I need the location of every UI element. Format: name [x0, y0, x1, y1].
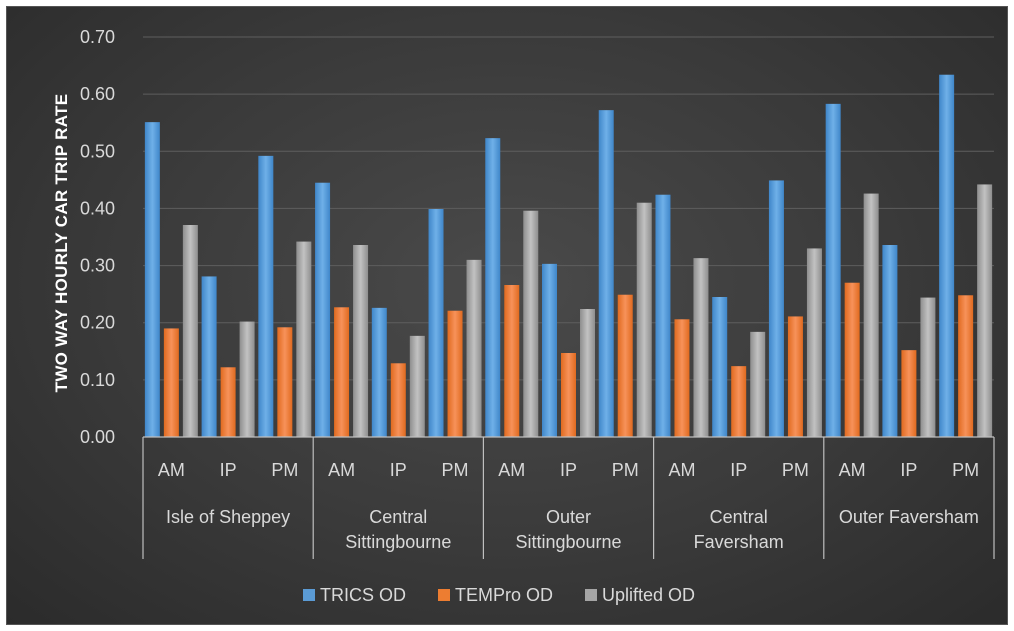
bar-uplifted-od	[750, 331, 766, 437]
legend-swatch	[585, 589, 597, 601]
x-category-label: AM	[158, 460, 185, 480]
y-tick-label: 0.00	[80, 427, 115, 447]
bar-trics-od	[712, 297, 728, 437]
y-tick-label: 0.30	[80, 256, 115, 276]
bar-tempro-od	[390, 363, 406, 437]
bar-trics-od	[655, 194, 671, 437]
x-group-label: Outer Faversham	[839, 507, 979, 527]
bar-trics-od	[315, 182, 331, 437]
bar-uplifted-od	[806, 248, 822, 437]
x-group-label: Central	[710, 507, 768, 527]
legend-swatch	[303, 589, 315, 601]
bar-tempro-od	[731, 366, 747, 437]
bar-trics-od	[882, 245, 898, 437]
bar-tempro-od	[334, 307, 350, 437]
bar-uplifted-od	[239, 321, 255, 437]
bar-trics-od	[825, 103, 841, 437]
x-category-label: IP	[900, 460, 917, 480]
bar-trics-od	[144, 122, 160, 438]
bar-tempro-od	[277, 327, 293, 437]
bar-uplifted-od	[863, 193, 879, 437]
bar-chart: 0.00 0.10 0.20 0.30 0.40 0.50 0.60 0.70 AM IP PM I…	[52, 27, 995, 605]
y-axis-title: TWO WAY HOURLY CAR TRIP RATE	[52, 94, 71, 393]
x-category-label: PM	[782, 460, 809, 480]
bar-uplifted-od	[977, 184, 993, 437]
bar-uplifted-od	[580, 309, 595, 437]
chart-frame: 0.00 0.10 0.20 0.30 0.40 0.50 0.60 0.70 AM IP PM I…	[6, 6, 1008, 625]
x-category-label: AM	[668, 460, 695, 480]
bar-trics-od	[598, 110, 614, 438]
bar-uplifted-od	[920, 297, 936, 437]
bar-trics-od	[768, 180, 784, 437]
legend-label: Uplifted OD	[602, 585, 695, 605]
x-category-label: PM	[271, 460, 298, 480]
bar-trics-od	[542, 263, 557, 437]
x-group-label: Faversham	[694, 532, 784, 552]
bar-uplifted-od	[296, 241, 312, 437]
bar-trics-od	[485, 138, 501, 437]
bar-trics-od	[939, 74, 955, 437]
bar-tempro-od	[163, 328, 179, 437]
y-axis-tick-labels: 0.00 0.10 0.20 0.30 0.40 0.50 0.60 0.70	[80, 27, 115, 447]
y-tick-label: 0.70	[80, 27, 115, 47]
x-category-label: IP	[390, 460, 407, 480]
x-group-label: Sittingbourne	[515, 532, 621, 552]
x-category-label: AM	[328, 460, 355, 480]
x-category-label: AM	[498, 460, 525, 480]
bar-uplifted-od	[523, 210, 539, 437]
x-category-label: IP	[730, 460, 747, 480]
bar-uplifted-od	[636, 202, 652, 437]
bar-uplifted-od	[182, 225, 198, 437]
bar-trics-od	[371, 307, 387, 437]
legend-label: TEMPro OD	[455, 585, 553, 605]
x-category-label: IP	[560, 460, 577, 480]
x-group-label: Isle of Sheppey	[166, 507, 290, 527]
bar-tempro-od	[561, 353, 576, 437]
y-tick-label: 0.40	[80, 198, 115, 218]
x-group-label: Outer	[546, 507, 591, 527]
bar-tempro-od	[504, 285, 520, 437]
bar-uplifted-od	[409, 335, 425, 437]
x-category-label: AM	[839, 460, 866, 480]
legend-swatch	[438, 589, 450, 601]
bar-trics-od	[428, 209, 444, 437]
bar-tempro-od	[787, 316, 803, 437]
bars	[144, 74, 993, 438]
x-group-label: Central	[369, 507, 427, 527]
y-tick-label: 0.50	[80, 141, 115, 161]
bar-trics-od	[258, 155, 274, 437]
bar-tempro-od	[844, 282, 860, 437]
x-category-label: PM	[952, 460, 979, 480]
bar-uplifted-od	[693, 258, 709, 437]
x-group-label: Sittingbourne	[345, 532, 451, 552]
x-category-label: PM	[442, 460, 469, 480]
bar-trics-od	[201, 276, 217, 437]
gridlines	[143, 36, 994, 381]
y-tick-label: 0.10	[80, 370, 115, 390]
bar-tempro-od	[447, 310, 463, 437]
legend: TRICS OD TEMPro OD Uplifted OD	[303, 585, 695, 605]
y-tick-label: 0.20	[80, 313, 115, 333]
x-category-label: PM	[612, 460, 639, 480]
bar-tempro-od	[220, 367, 236, 437]
bar-tempro-od	[901, 350, 917, 437]
x-axis: AM IP PM Isle of Sheppey AM IP PM Central Sittin…	[142, 436, 995, 559]
bar-uplifted-od	[353, 245, 369, 437]
x-category-label: IP	[220, 460, 237, 480]
bar-tempro-od	[958, 295, 974, 437]
bar-tempro-od	[674, 319, 690, 437]
bar-tempro-od	[617, 294, 633, 437]
bar-uplifted-od	[466, 259, 482, 437]
legend-label: TRICS OD	[320, 585, 406, 605]
y-tick-label: 0.60	[80, 84, 115, 104]
